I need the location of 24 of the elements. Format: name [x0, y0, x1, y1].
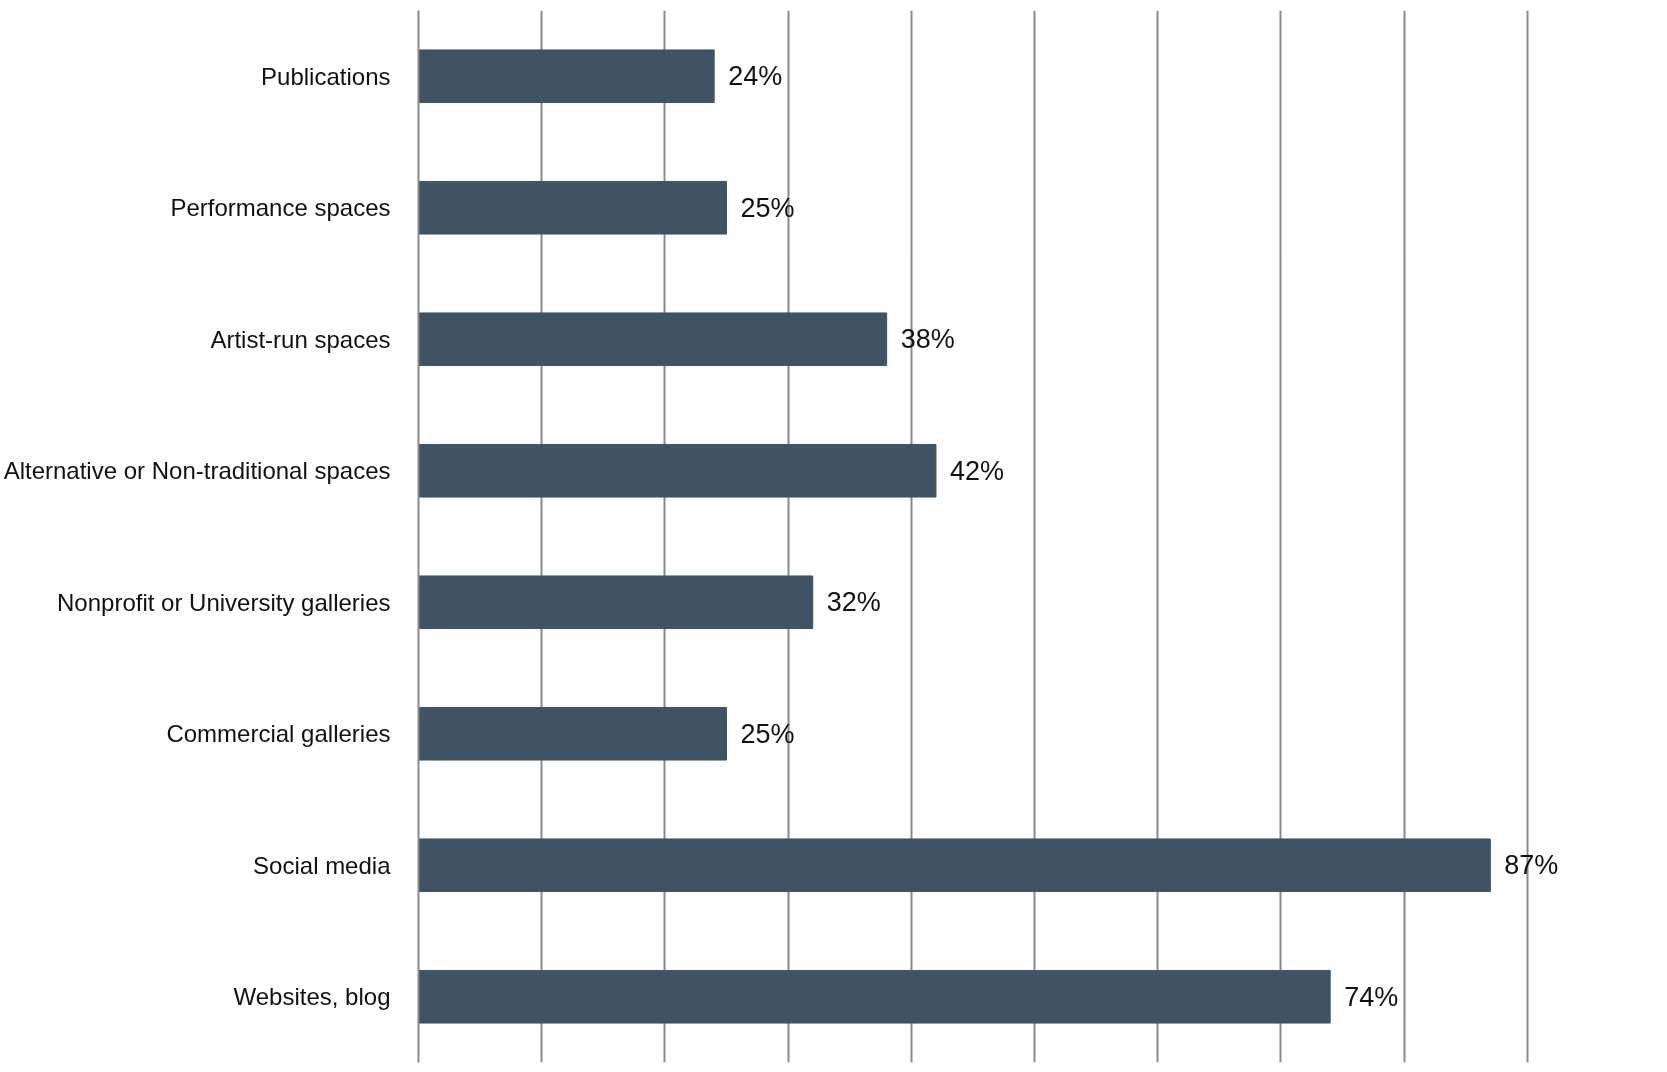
data-label: 25% [740, 718, 795, 749]
bar [418, 838, 1491, 893]
bar [418, 575, 814, 630]
data-label: 25% [740, 192, 795, 223]
y-tick-label: Social media [253, 851, 392, 879]
y-tick-label: Nonprofit or University galleries [57, 588, 391, 616]
data-label: 74% [1344, 981, 1399, 1012]
data-label: 32% [826, 587, 881, 618]
bar [418, 706, 727, 761]
data-label: 42% [949, 455, 1004, 486]
data-label: 24% [728, 61, 783, 92]
bar [418, 180, 727, 235]
y-tick-label: Websites, blog [233, 983, 391, 1011]
bar [418, 49, 715, 104]
y-tick-label: Alternative or Non-traditional spaces [3, 457, 391, 485]
y-tick-label: Publications [261, 62, 391, 90]
data-label: 38% [900, 324, 955, 355]
data-label: 87% [1504, 850, 1559, 881]
bar [418, 969, 1331, 1024]
y-tick-label: Performance spaces [170, 194, 391, 222]
y-tick-label: Artist-run spaces [210, 325, 391, 353]
bar [418, 443, 937, 498]
y-tick-label: Commercial galleries [166, 720, 391, 748]
bar [418, 312, 888, 367]
